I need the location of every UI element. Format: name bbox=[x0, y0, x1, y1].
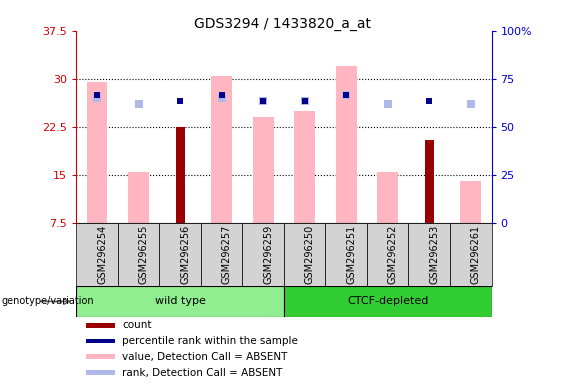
Bar bbox=[86, 370, 115, 375]
Bar bbox=[159, 223, 201, 286]
Bar bbox=[253, 117, 273, 223]
Bar bbox=[128, 172, 149, 223]
Bar bbox=[450, 223, 492, 286]
Text: wild type: wild type bbox=[155, 296, 206, 306]
Text: GSM296252: GSM296252 bbox=[388, 225, 398, 284]
Text: GSM296250: GSM296250 bbox=[305, 225, 315, 284]
Text: GSM296254: GSM296254 bbox=[97, 225, 107, 284]
Text: GSM296259: GSM296259 bbox=[263, 225, 273, 284]
Bar bbox=[76, 223, 118, 286]
Bar bbox=[460, 181, 481, 223]
Bar bbox=[284, 223, 325, 286]
Bar bbox=[176, 127, 185, 223]
Text: count: count bbox=[122, 320, 151, 330]
Bar bbox=[86, 82, 107, 223]
Bar bbox=[86, 323, 115, 328]
Bar bbox=[86, 339, 115, 343]
Text: genotype/variation: genotype/variation bbox=[1, 296, 94, 306]
Bar bbox=[377, 172, 398, 223]
Bar bbox=[284, 286, 492, 317]
Bar bbox=[86, 354, 115, 359]
Text: GSM296256: GSM296256 bbox=[180, 225, 190, 284]
Bar bbox=[76, 286, 284, 317]
Bar bbox=[425, 139, 434, 223]
Text: CTCF-depleted: CTCF-depleted bbox=[347, 296, 428, 306]
Bar bbox=[408, 223, 450, 286]
Text: GSM296261: GSM296261 bbox=[471, 225, 481, 284]
Text: GSM296255: GSM296255 bbox=[138, 225, 149, 284]
Bar bbox=[336, 66, 357, 223]
Text: percentile rank within the sample: percentile rank within the sample bbox=[122, 336, 298, 346]
Bar bbox=[367, 223, 408, 286]
Text: value, Detection Call = ABSENT: value, Detection Call = ABSENT bbox=[122, 352, 287, 362]
Text: GDS3294 / 1433820_a_at: GDS3294 / 1433820_a_at bbox=[194, 17, 371, 31]
Text: GSM296251: GSM296251 bbox=[346, 225, 356, 284]
Text: GSM296257: GSM296257 bbox=[221, 225, 232, 284]
Bar bbox=[118, 223, 159, 286]
Text: rank, Detection Call = ABSENT: rank, Detection Call = ABSENT bbox=[122, 368, 282, 378]
Bar bbox=[201, 223, 242, 286]
Bar bbox=[242, 223, 284, 286]
Bar bbox=[211, 76, 232, 223]
Text: GSM296253: GSM296253 bbox=[429, 225, 439, 284]
Bar bbox=[325, 223, 367, 286]
Bar bbox=[294, 111, 315, 223]
